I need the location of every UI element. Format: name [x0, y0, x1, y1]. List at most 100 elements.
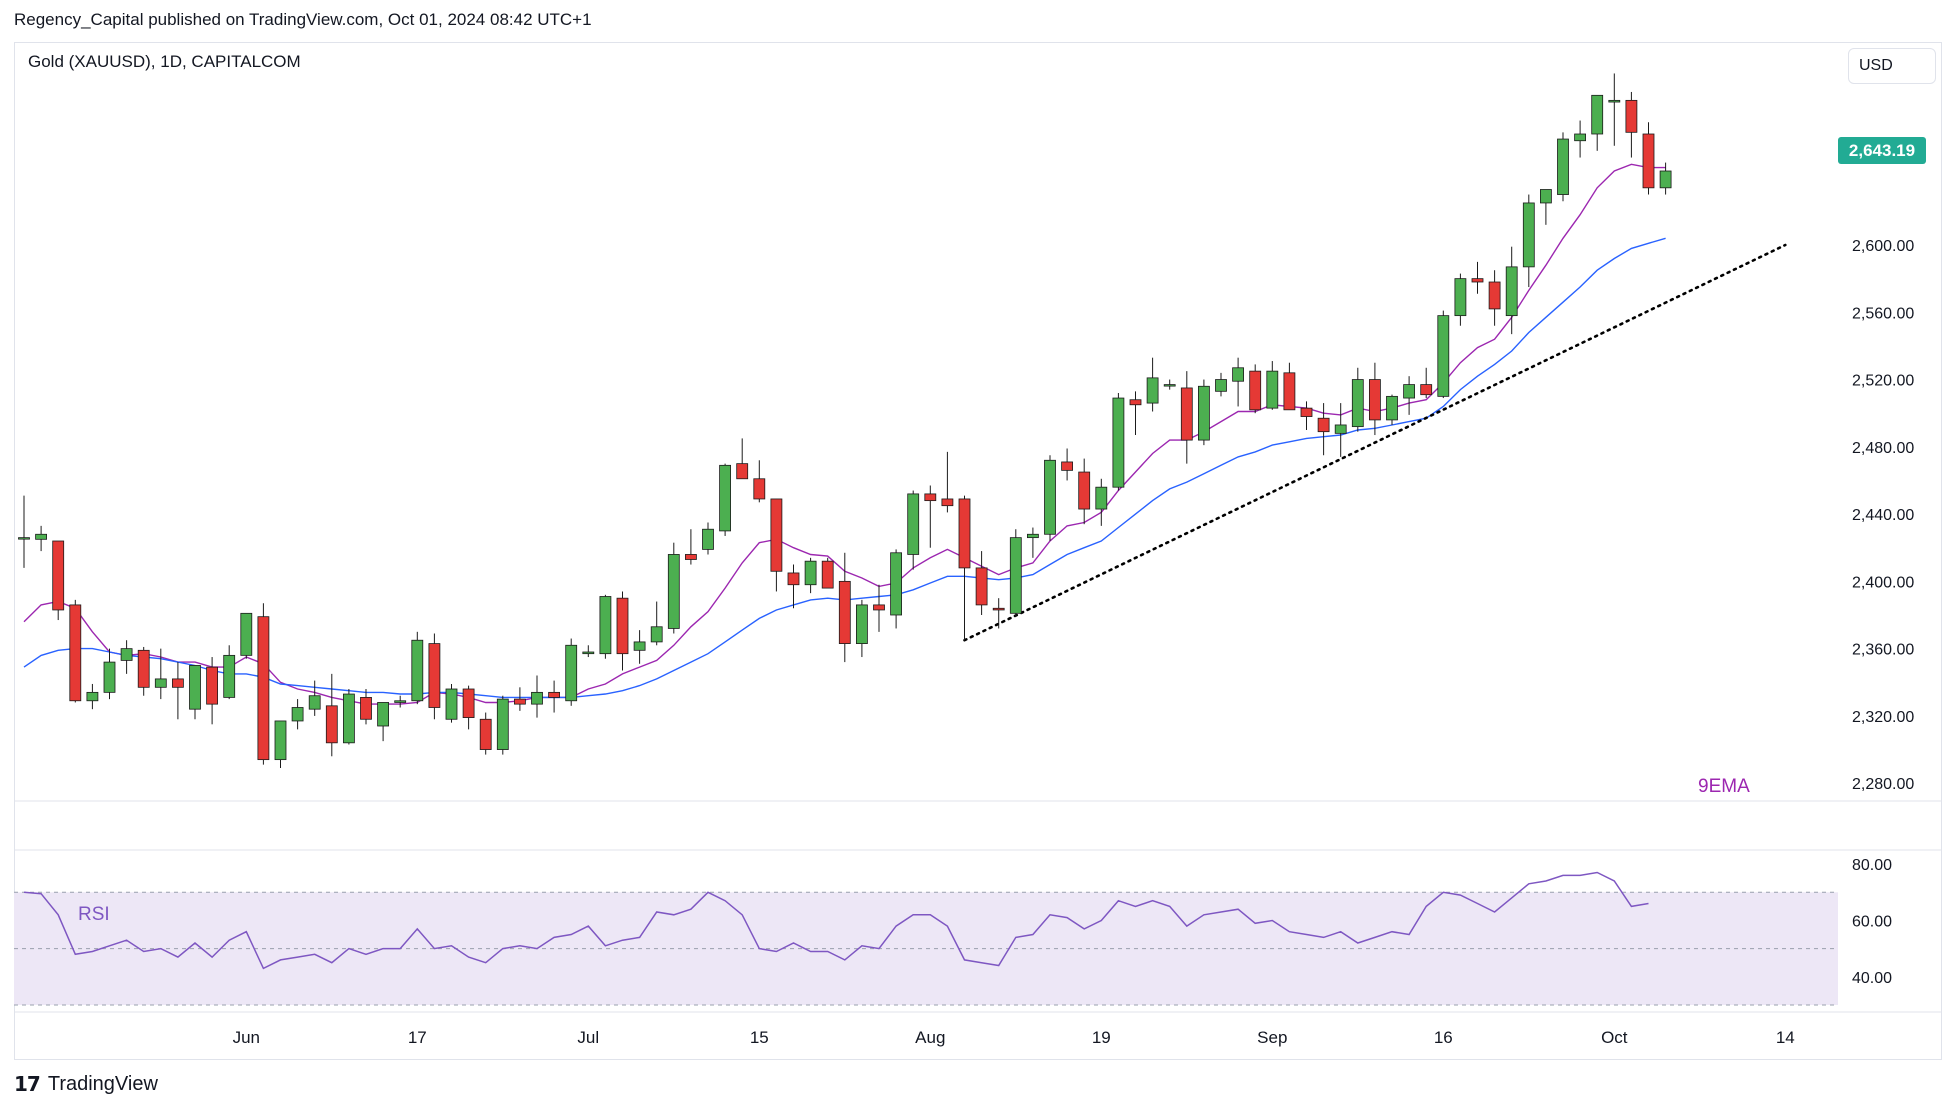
candle-up: [1437, 315, 1450, 397]
candle-up: [1163, 384, 1176, 387]
candle-up: [650, 626, 663, 643]
candle-down: [1317, 417, 1330, 433]
price-axis-tick: 2,320.00: [1852, 709, 1914, 726]
candle-down: [1471, 278, 1484, 283]
candle-up: [1095, 486, 1108, 510]
rsi-axis-tick: 80.00: [1852, 857, 1892, 874]
candle-up: [103, 661, 116, 693]
candle-up: [1009, 537, 1022, 614]
candle-down: [171, 678, 184, 688]
rsi-label: RSI: [78, 904, 110, 925]
candle-up: [1232, 367, 1244, 382]
candle-up: [86, 691, 99, 702]
candle-up: [1608, 99, 1621, 103]
candle-up: [1386, 395, 1398, 421]
candle-up: [565, 644, 578, 702]
rsi-line: [23, 871, 1649, 970]
candle-down: [428, 643, 441, 708]
candle-up: [1574, 133, 1586, 142]
time-axis-tick: Jun: [233, 1028, 260, 1047]
currency-button[interactable]: USD: [1848, 48, 1936, 84]
candle-down: [325, 705, 338, 744]
candle-down: [958, 498, 971, 569]
price-axis-tick: 2,480.00: [1852, 440, 1914, 457]
symbol-title: Gold (XAUUSD), 1D, CAPITALCOM: [28, 52, 301, 71]
candle-up: [308, 695, 321, 710]
candle-down: [548, 691, 560, 698]
candle-up: [35, 533, 47, 540]
candle-up: [1505, 266, 1518, 317]
time-axis-tick: 14: [1776, 1028, 1795, 1047]
candle-up: [274, 720, 287, 761]
candle-down: [257, 616, 270, 761]
candle-down: [685, 554, 697, 560]
price-axis-tick: 2,440.00: [1852, 507, 1914, 524]
candle-up: [1659, 170, 1672, 189]
candle-down: [360, 697, 372, 720]
price-axis-tick: 2,400.00: [1852, 574, 1914, 591]
candle-up: [633, 641, 646, 651]
candle-up: [342, 693, 355, 744]
last-price-badge: 2,643.19: [1838, 137, 1926, 164]
candle-up: [702, 528, 714, 550]
candle-down: [616, 597, 629, 655]
candle-up: [1557, 138, 1569, 195]
candle-up: [1403, 384, 1415, 399]
candle-up: [394, 700, 407, 703]
candle-down: [941, 498, 954, 507]
candle-up: [189, 665, 201, 710]
time-axis-tick: Jul: [577, 1028, 599, 1047]
candle-down: [137, 649, 150, 688]
price-axis-tick: 2,600.00: [1852, 238, 1914, 255]
candle-down: [1283, 372, 1296, 411]
candle-down: [1061, 461, 1073, 471]
candle-down: [1625, 99, 1638, 133]
candle-up: [1112, 397, 1125, 488]
candle-down: [873, 604, 885, 611]
candle-up: [804, 560, 817, 586]
candle-up: [411, 639, 424, 702]
candle-up: [1215, 379, 1227, 392]
footer-brand-label: TradingView: [47, 1072, 158, 1095]
candle-up: [18, 537, 30, 540]
price-axis-tick: 2,560.00: [1852, 305, 1914, 322]
candle-up: [445, 688, 458, 720]
candle-down: [975, 567, 988, 606]
candle-down: [52, 540, 65, 611]
candle-down: [479, 718, 492, 750]
candle-down: [1642, 133, 1655, 189]
candle-down: [736, 463, 749, 480]
candle-up: [1334, 424, 1347, 434]
candle-up: [1540, 189, 1552, 204]
candle-down: [1078, 471, 1091, 510]
candle-down: [69, 604, 82, 702]
footer-brand[interactable]: 17 TradingView: [14, 1072, 158, 1096]
time-axis-tick: 15: [750, 1028, 769, 1047]
time-axis-tick: 19: [1092, 1028, 1111, 1047]
candle-up: [719, 464, 731, 532]
time-axis-tick: Aug: [915, 1028, 945, 1047]
rsi-axis-tick: 40.00: [1852, 970, 1892, 987]
price-axis-tick: 2,520.00: [1852, 373, 1914, 390]
candle-up: [1146, 377, 1159, 404]
price-axis-tick: 2,360.00: [1852, 642, 1914, 659]
candle-up: [531, 691, 543, 705]
candle-up: [856, 604, 868, 644]
time-axis-tick: 16: [1434, 1028, 1453, 1047]
candle-down: [992, 607, 1005, 611]
candle-down: [838, 580, 851, 644]
candle-up: [223, 654, 236, 698]
candle-up: [1266, 370, 1279, 409]
candle-up: [890, 552, 902, 616]
time-axis-tick: Oct: [1601, 1028, 1628, 1047]
candle-down: [1129, 399, 1142, 406]
price-axis-tick: 2,280.00: [1852, 776, 1914, 793]
candle-up: [291, 707, 304, 722]
trendline-dotted: [963, 243, 1787, 642]
candle-down: [1420, 384, 1433, 396]
rsi-axis-tick: 60.00: [1852, 913, 1892, 930]
time-axis-tick: 17: [408, 1028, 427, 1047]
candle-up: [240, 612, 253, 656]
candle-down: [462, 688, 475, 718]
